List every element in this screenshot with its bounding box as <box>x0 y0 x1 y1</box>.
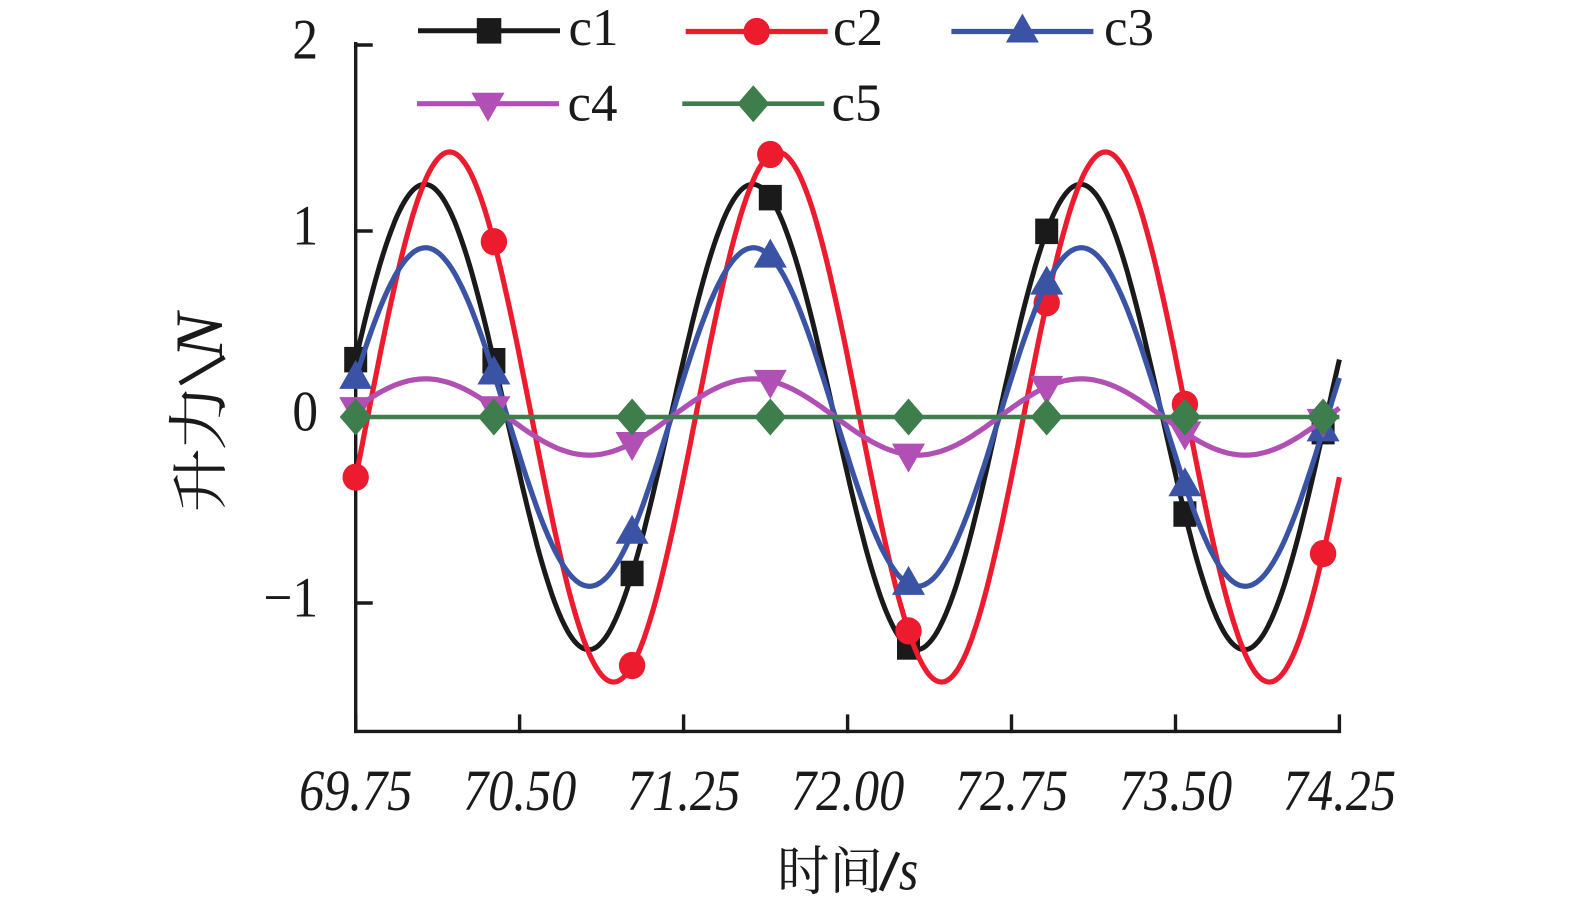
svg-text:71.25: 71.25 <box>627 759 740 823</box>
svg-text:c5: c5 <box>832 75 882 133</box>
svg-text:73.50: 73.50 <box>1119 759 1232 823</box>
svg-text:2: 2 <box>292 8 318 71</box>
svg-text:72.00: 72.00 <box>791 759 904 823</box>
svg-text:c3: c3 <box>1104 0 1154 57</box>
svg-text:0: 0 <box>292 380 318 443</box>
svg-text:1: 1 <box>292 194 318 257</box>
svg-text:72.75: 72.75 <box>955 759 1068 823</box>
svg-text:70.50: 70.50 <box>463 759 576 823</box>
svg-text:74.25: 74.25 <box>1283 759 1396 823</box>
svg-text:s: s <box>899 838 918 903</box>
svg-text:69.75: 69.75 <box>299 759 412 823</box>
svg-text:−1: −1 <box>263 566 318 629</box>
svg-text:c2: c2 <box>833 0 883 57</box>
svg-text:c4: c4 <box>568 75 618 133</box>
svg-text:N: N <box>161 310 237 360</box>
svg-text:c1: c1 <box>569 0 619 57</box>
